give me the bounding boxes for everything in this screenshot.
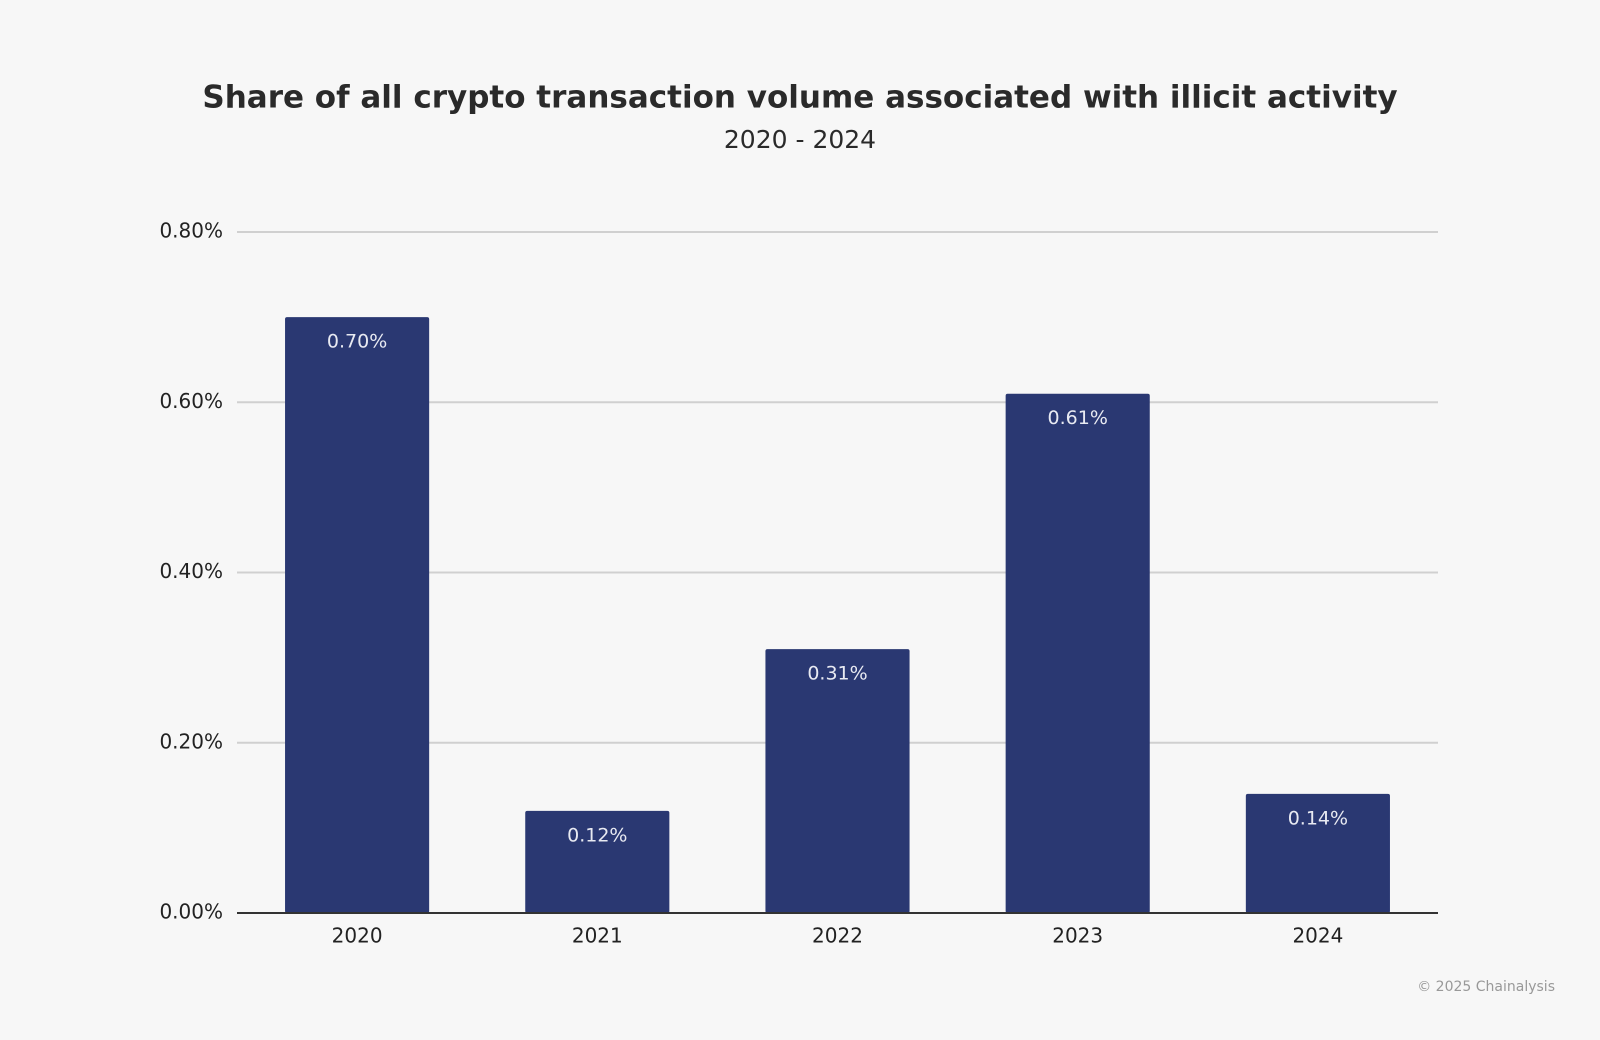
x-tick-label: 2020 [332,924,383,948]
chart-subtitle: 2020 - 2024 [724,125,876,154]
x-tick-label: 2023 [1052,924,1103,948]
y-tick-label: 0.00% [159,900,223,924]
source-note: © 2025 Chainalysis [1417,979,1555,995]
value-label: 0.31% [807,663,867,685]
bar [1245,793,1390,913]
value-label: 0.61% [1048,407,1108,429]
chart-title: Share of all crypto transaction volume a… [202,80,1397,116]
x-tick-label: 2021 [572,924,623,948]
bar [1005,393,1150,913]
bar [285,317,430,913]
value-label: 0.14% [1288,807,1348,829]
value-label: 0.70% [327,331,387,353]
y-tick-label: 0.60% [159,389,223,413]
x-tick-label: 2024 [1292,924,1343,948]
value-label: 0.12% [567,824,627,846]
y-tick-label: 0.40% [159,559,223,583]
bar [765,649,910,913]
y-tick-label: 0.20% [159,729,223,753]
y-tick-label: 0.80% [159,219,223,243]
x-tick-label: 2022 [812,924,863,948]
bar [525,810,670,913]
